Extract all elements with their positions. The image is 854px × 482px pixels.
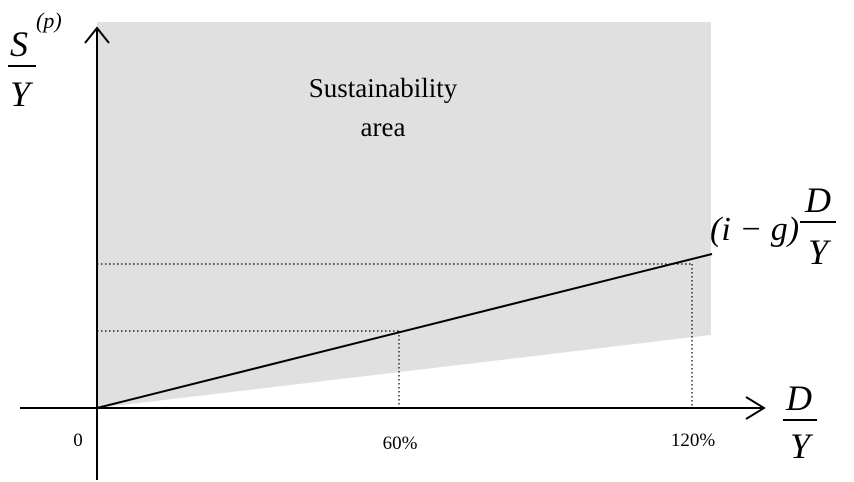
x-axis-arrowhead <box>745 396 766 420</box>
boundary-line <box>96 253 713 409</box>
x-tick-60: 60% <box>383 433 418 454</box>
line-label: (i − g) D Y <box>710 180 836 272</box>
sustainability-area <box>97 22 711 408</box>
svg-text:D: D <box>804 180 831 220</box>
y-axis-arrowhead <box>84 26 110 44</box>
x-axis-label: D Y <box>783 378 817 466</box>
area-label-line2: area <box>361 112 406 142</box>
area-label-line1: Sustainability <box>309 73 458 103</box>
svg-text:(p): (p) <box>36 8 62 33</box>
x-tick-120: 120% <box>671 430 716 451</box>
svg-text:Y: Y <box>10 74 34 114</box>
svg-text:Y: Y <box>808 232 832 272</box>
svg-text:S: S <box>10 24 28 64</box>
svg-text:Y: Y <box>790 426 814 466</box>
y-axis-label: S (p) Y <box>8 8 62 114</box>
svg-text:D: D <box>785 378 812 418</box>
origin-label: 0 <box>73 430 83 451</box>
svg-text:(i − g): (i − g) <box>710 211 799 248</box>
